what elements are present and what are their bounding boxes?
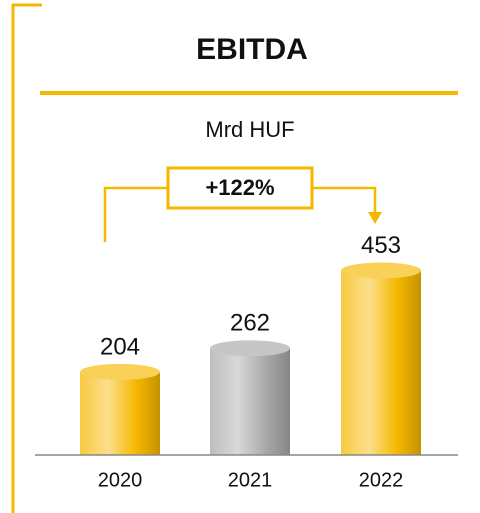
bar-top [80, 363, 160, 380]
x-tick-label: 2022 [359, 469, 404, 491]
value-label: 204 [100, 333, 140, 360]
chart-title: EBITDA [196, 33, 308, 66]
bar-top [341, 262, 421, 279]
subtitle: Mrd HUF [205, 117, 294, 142]
bar [341, 270, 421, 455]
arrow-head [368, 212, 382, 224]
annotation: +122% [205, 175, 274, 200]
x-tick-label: 2020 [98, 469, 143, 491]
bracket-left [103, 186, 168, 242]
x-tick-label: 2021 [228, 469, 273, 491]
bar-top [210, 340, 290, 357]
bar [80, 371, 160, 455]
bar [210, 348, 290, 455]
bracket-right [312, 186, 377, 214]
value-label: 453 [361, 232, 401, 259]
value-label: 262 [230, 310, 270, 337]
annotation-box [166, 166, 314, 210]
